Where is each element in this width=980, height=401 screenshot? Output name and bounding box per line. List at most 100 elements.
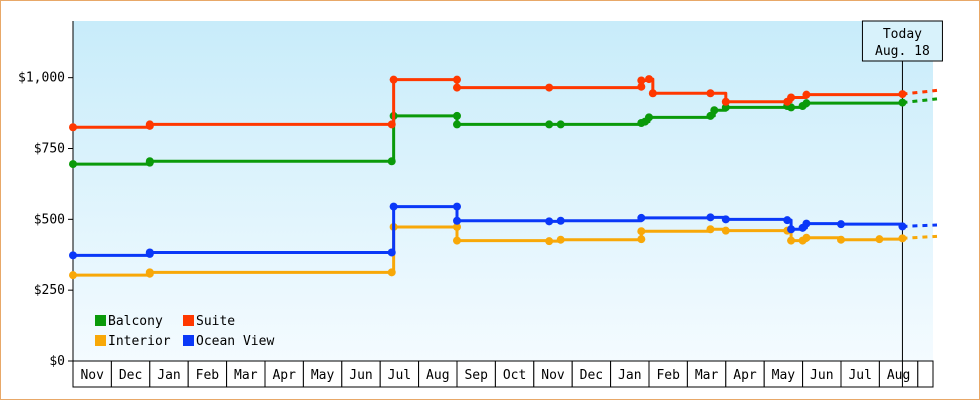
y-tick-label: $750 [34, 142, 65, 157]
x-month-box [686, 360, 727, 388]
data-point [556, 120, 565, 129]
data-point [637, 82, 646, 91]
x-month-box [456, 360, 496, 388]
x-tick-label: Mar [695, 368, 719, 383]
data-point [637, 235, 646, 244]
data-point [453, 120, 461, 129]
x-month-box [418, 360, 458, 388]
data-point [837, 220, 845, 229]
data-point [721, 103, 730, 112]
x-month-box [725, 360, 765, 388]
data-point [387, 248, 396, 257]
data-point [453, 222, 461, 231]
x-tick-label: Feb [196, 368, 220, 383]
data-point [389, 202, 398, 211]
data-point [898, 98, 907, 107]
data-point [802, 233, 811, 242]
data-point [387, 157, 396, 166]
data-point [69, 251, 77, 260]
data-point [710, 106, 719, 115]
series-line-interior [73, 225, 904, 277]
legend-label: Suite [196, 314, 235, 329]
legend-swatch [183, 315, 194, 326]
x-tick-label: May [311, 368, 335, 383]
x-tick-label: Oct [503, 368, 526, 383]
data-point [787, 225, 796, 234]
data-point [453, 236, 461, 245]
today-box [861, 20, 943, 62]
today-label: Today [883, 27, 922, 42]
x-month-box [610, 360, 650, 388]
x-tick-label: Apr [733, 368, 757, 383]
legend-swatch [183, 335, 194, 346]
x-month-box [571, 360, 612, 388]
legend-swatch [95, 335, 106, 346]
data-point [637, 213, 646, 222]
data-point [637, 227, 646, 236]
data-point [802, 90, 811, 99]
x-tick-label: Aug [426, 368, 449, 383]
x-tick-label: Jul [848, 368, 871, 383]
data-point [721, 97, 730, 106]
data-point [69, 160, 77, 169]
data-point [706, 111, 715, 120]
series-suite [69, 75, 938, 132]
plot-area [73, 21, 933, 361]
x-tick-label: Apr [272, 368, 296, 383]
x-month-box [802, 360, 842, 388]
x-tick-label: May [772, 368, 796, 383]
data-point [545, 83, 554, 92]
x-tick-label: Sep [464, 368, 488, 383]
y-tick-label: $500 [34, 212, 65, 227]
x-month-box [149, 360, 189, 388]
data-point [145, 268, 154, 277]
data-point [787, 93, 796, 102]
x-tick-label: Aug [887, 368, 910, 383]
data-point [898, 90, 907, 99]
data-point [145, 248, 154, 257]
x-month-box [840, 360, 880, 388]
data-point [545, 217, 554, 226]
data-point [875, 235, 884, 244]
data-point [721, 215, 730, 224]
x-tick-label: Mar [234, 368, 258, 383]
y-tick-label: $1,000 [18, 71, 65, 86]
data-point [545, 120, 554, 129]
x-month-box [110, 360, 151, 388]
x-tick-label: Nov [541, 368, 565, 383]
legend-label: Interior [108, 334, 171, 349]
data-point [648, 89, 657, 98]
x-tick-label: Jan [618, 368, 641, 383]
data-point [387, 120, 396, 129]
data-point [545, 237, 554, 246]
data-point [637, 76, 646, 85]
x-tick-label: Jul [388, 368, 411, 383]
data-point [453, 202, 461, 211]
y-tick-label: $250 [34, 283, 65, 298]
x-tick-label: Feb [656, 368, 680, 383]
x-tick-label: Nov [80, 368, 104, 383]
legend-label: Balcony [108, 314, 163, 329]
x-month-box-partial [917, 360, 934, 388]
x-month-box [533, 360, 573, 388]
data-point [453, 75, 461, 84]
data-point [453, 216, 461, 225]
data-point [802, 99, 811, 108]
data-point [453, 83, 461, 92]
data-point [706, 89, 715, 98]
data-point [706, 225, 715, 234]
data-point [145, 157, 154, 166]
x-month-box [763, 360, 804, 388]
x-tick-label: Jun [810, 368, 833, 383]
data-point [787, 236, 796, 245]
data-point [556, 235, 565, 244]
x-month-box [379, 360, 420, 388]
y-tick-label: $0 [49, 354, 65, 369]
data-point [721, 226, 730, 235]
data-point [387, 268, 396, 277]
data-point [706, 213, 715, 222]
data-point [145, 120, 154, 129]
data-point [787, 103, 796, 112]
